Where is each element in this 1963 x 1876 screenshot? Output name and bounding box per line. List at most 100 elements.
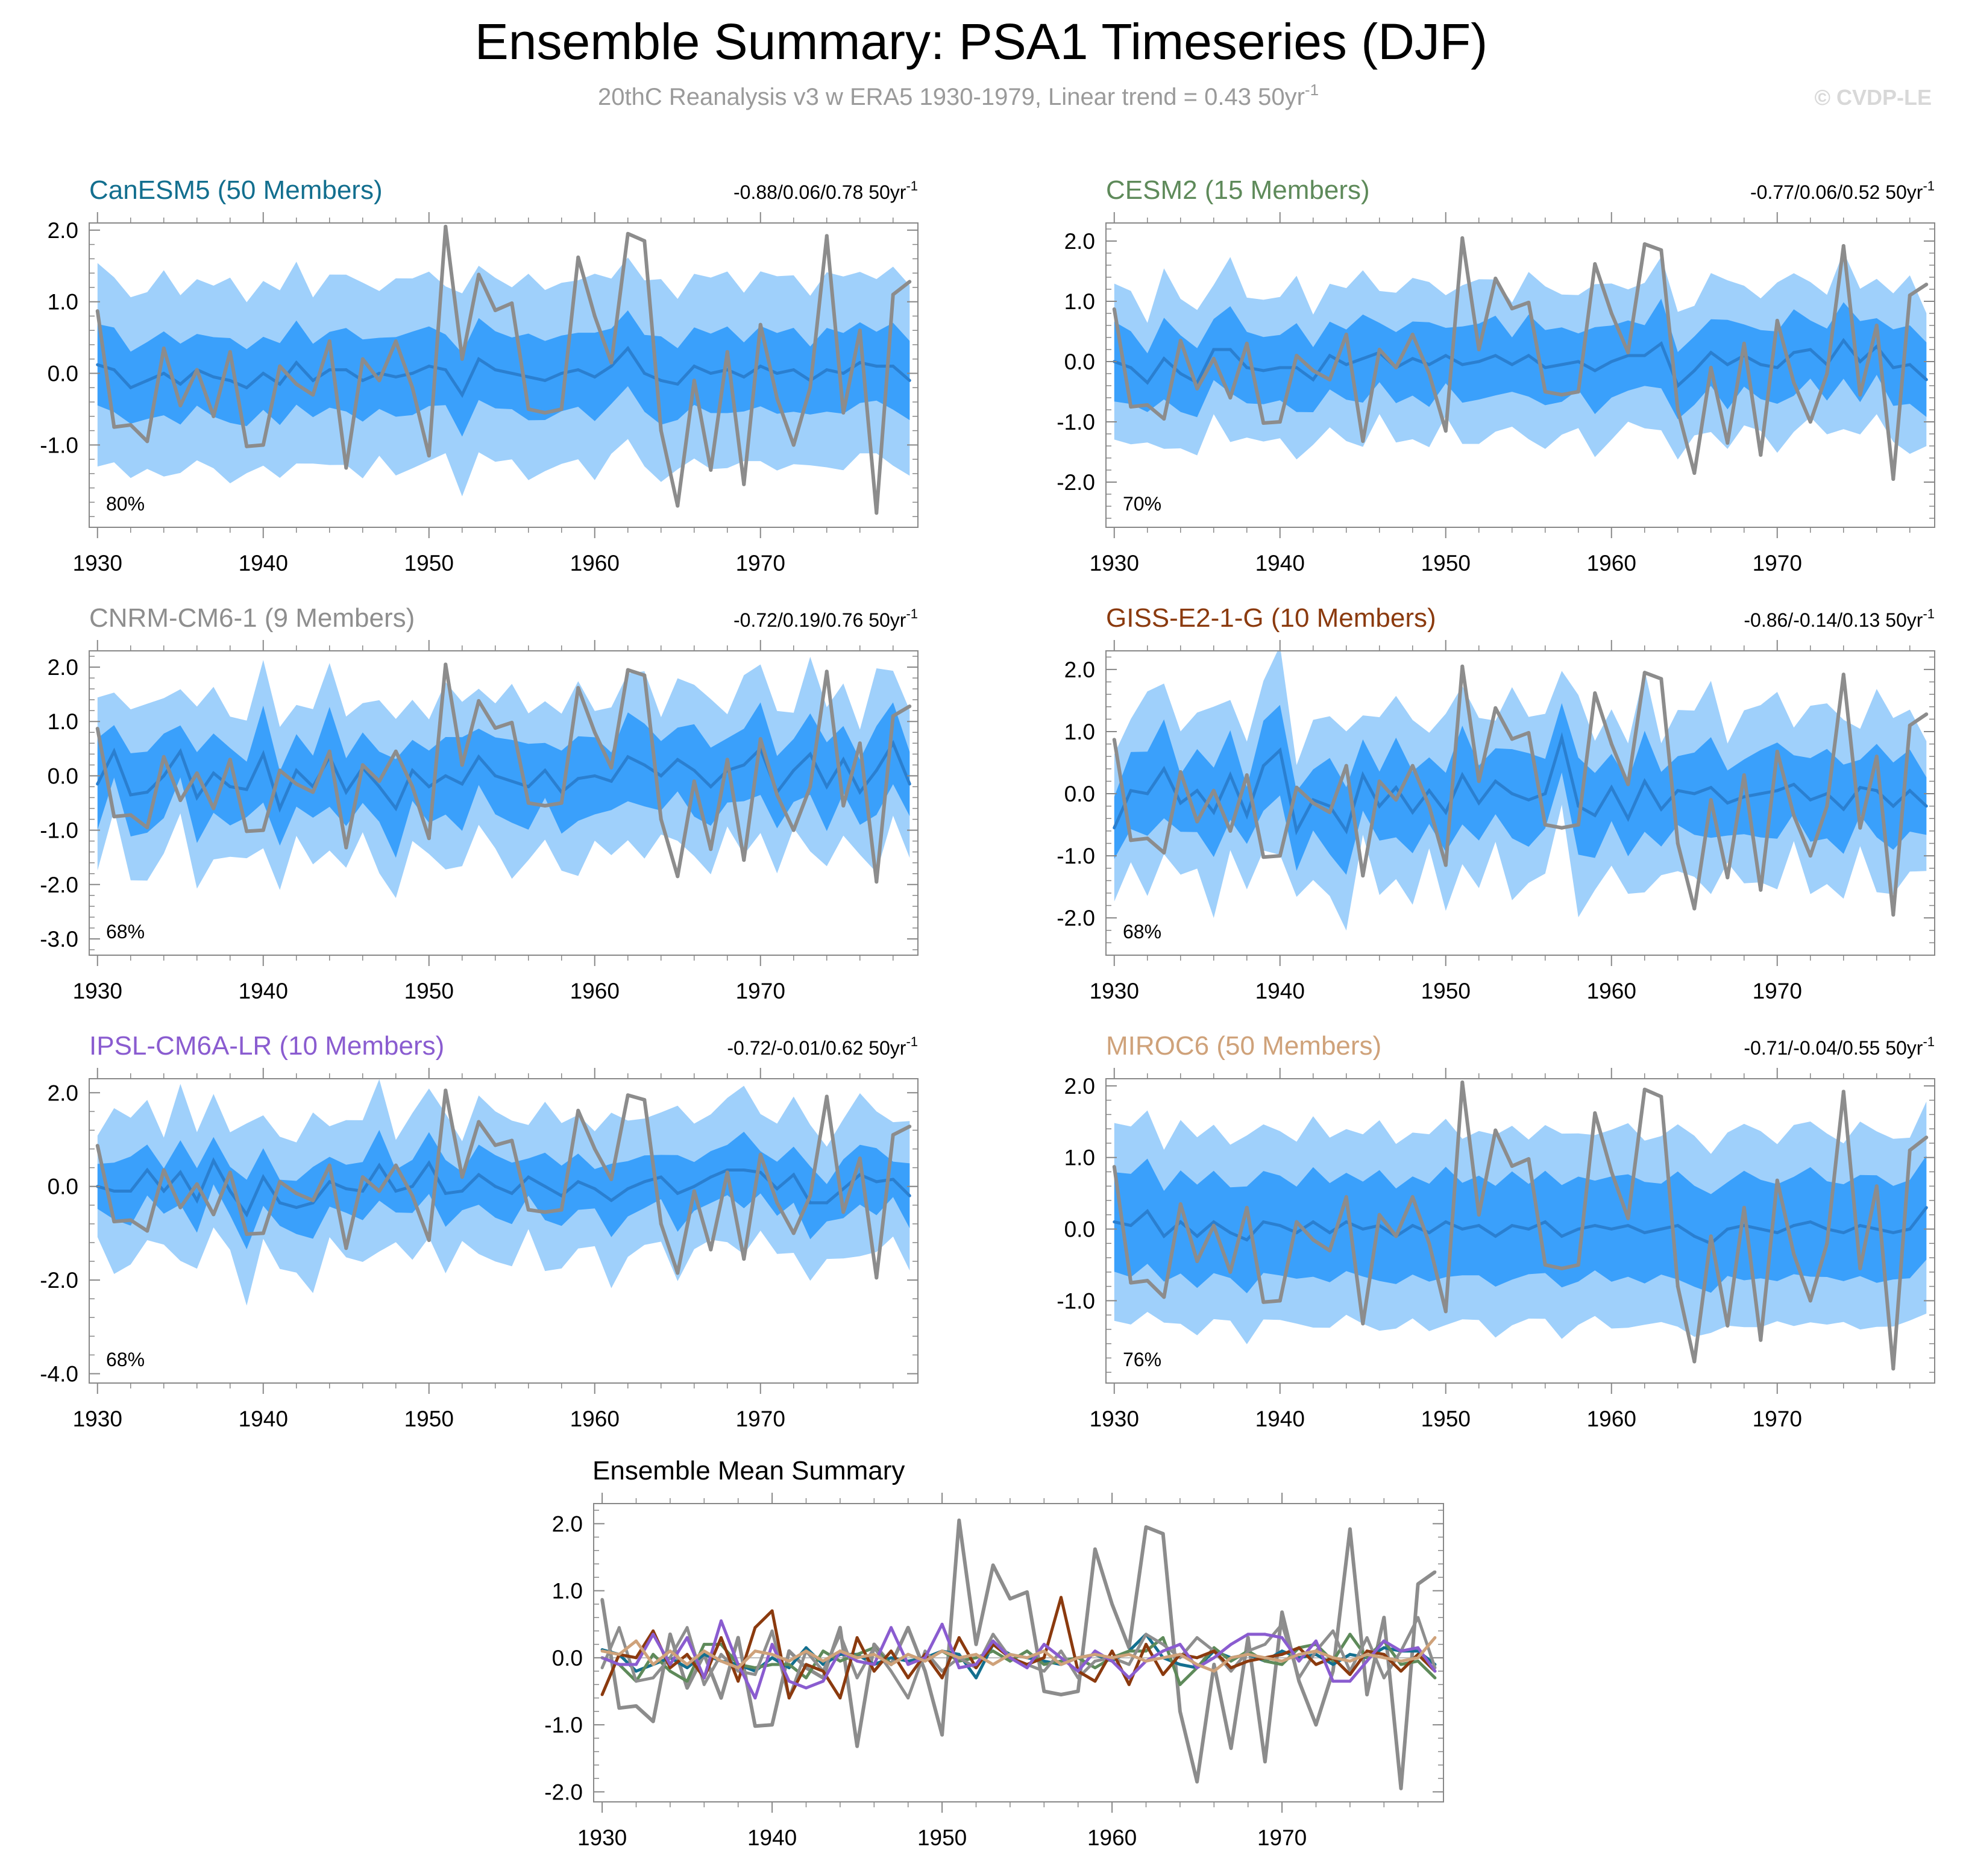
- series-point-cnrm-cm6-1: [753, 1673, 757, 1677]
- ensemble-mean-point: [344, 368, 348, 372]
- series-point-ipsl-cm6a-lr: [805, 1686, 808, 1690]
- y-tick-label: -1.0: [1057, 1288, 1095, 1313]
- series-point-giss-e2-1-g: [1297, 1646, 1301, 1649]
- plot-area: [89, 224, 918, 515]
- observed-line: [1112, 664, 1927, 917]
- ensemble-mean-point: [129, 1189, 133, 1193]
- series-point-cesm2: [855, 1652, 859, 1656]
- observed-point: [908, 704, 912, 708]
- series-point-giss-e2-1-g: [635, 1656, 638, 1660]
- observed-point: [1261, 855, 1266, 859]
- observed-point: [477, 698, 481, 703]
- ensemble-mean-point: [1477, 360, 1481, 363]
- series-point-cesm2: [1008, 1659, 1012, 1663]
- observed-point: [824, 1094, 829, 1099]
- ensemble-mean-point: [1659, 1228, 1663, 1231]
- ensemble-mean-point: [328, 368, 331, 372]
- series-point-miroc6: [821, 1659, 825, 1663]
- series-point-cesm2: [1230, 1659, 1233, 1663]
- observed-point: [1361, 439, 1365, 443]
- ensemble-mean-line: [97, 1157, 911, 1218]
- observed-point: [1891, 1367, 1895, 1371]
- series-point-cesm2: [1145, 1649, 1148, 1653]
- observed-point: [377, 779, 382, 783]
- series-point-cesm2: [1263, 1659, 1267, 1663]
- ensemble-mean-point: [1626, 817, 1630, 820]
- observed-point: [1543, 390, 1547, 394]
- ensemble-mean-point: [1228, 1231, 1232, 1234]
- ensemble-mean-point: [841, 372, 845, 375]
- series-point-miroc6: [1076, 1656, 1080, 1660]
- observed-point: [1576, 1263, 1580, 1267]
- observed-point: [1112, 738, 1116, 742]
- ensemble-mean-point: [278, 1201, 281, 1205]
- observed-point: [1328, 810, 1332, 814]
- series-point-ipsl-cm6a-lr: [1297, 1659, 1301, 1663]
- observed-point: [195, 368, 199, 372]
- ensemble-mean-point: [576, 777, 580, 780]
- series-point-giss-e2-1-g: [720, 1636, 723, 1639]
- observed-point: [758, 737, 762, 741]
- observed-point: [1841, 1090, 1845, 1094]
- ensemble-mean-point: [1593, 814, 1597, 817]
- observed-point: [709, 1247, 713, 1252]
- ensemble-mean-point: [1643, 354, 1647, 357]
- series-point-ipsl-cm6a-lr: [872, 1663, 876, 1666]
- ensemble-mean-point: [195, 795, 199, 799]
- x-tick-label: 1970: [736, 1407, 785, 1431]
- observed-point: [1808, 854, 1812, 858]
- observed-point: [824, 670, 829, 674]
- ensemble-mean-point: [195, 1199, 199, 1202]
- ensemble-mean-point: [593, 774, 597, 777]
- percent-label: 68%: [106, 921, 145, 943]
- ensemble-mean-point: [1527, 1228, 1530, 1231]
- series-point-miroc6: [1382, 1656, 1386, 1660]
- observed-point: [526, 1208, 530, 1212]
- series-point-observations: [1060, 1693, 1063, 1696]
- ensemble-mean-point: [1278, 748, 1282, 752]
- trend-label-text: -0.72/0.19/0.76 50yr: [733, 609, 906, 631]
- observed-point: [1626, 1216, 1630, 1220]
- series-point-cesm2: [1399, 1663, 1402, 1666]
- panel-miroc6: MIROC6 (50 Members) -0.71/-0.04/0.55 50yr…: [1057, 1031, 1935, 1431]
- x-tick-label: 1930: [1090, 1407, 1139, 1431]
- x-tick-label: 1970: [736, 551, 785, 576]
- observed-point: [1427, 372, 1431, 375]
- y-tick-label: -2.0: [544, 1780, 583, 1804]
- series-point-miroc6: [652, 1663, 655, 1666]
- observed-point: [1659, 248, 1663, 252]
- x-tick-label: 1930: [577, 1825, 627, 1850]
- ensemble-mean-point: [858, 361, 862, 365]
- ensemble-mean-point: [1726, 363, 1729, 366]
- series-point-observations: [1331, 1669, 1335, 1673]
- series-point-canesm5: [770, 1656, 774, 1660]
- observed-point: [1195, 387, 1199, 391]
- ensemble-mean-point: [410, 372, 414, 375]
- ensemble-mean-point: [1278, 1224, 1282, 1228]
- y-tick-label: -4.0: [40, 1361, 78, 1386]
- series-point-cnrm-cm6-1: [1331, 1629, 1335, 1633]
- series-point-observations: [770, 1723, 774, 1727]
- y-tick-label: 0.0: [1064, 782, 1095, 806]
- ensemble-mean-point: [344, 1187, 348, 1191]
- observed-point: [642, 239, 647, 243]
- panel-title: MIROC6 (50 Members): [1106, 1031, 1381, 1061]
- ensemble-mean-point: [1676, 1224, 1680, 1228]
- ensemble-mean-point: [676, 382, 679, 386]
- series-point-cnrm-cm6-1: [617, 1626, 621, 1630]
- series-point-miroc6: [1110, 1656, 1114, 1660]
- ensemble-mean-point: [825, 785, 829, 788]
- series-point-giss-e2-1-g: [1246, 1659, 1250, 1663]
- observed-point: [1261, 1300, 1266, 1304]
- observed-point: [261, 443, 265, 447]
- ensemble-mean-point: [1510, 363, 1514, 366]
- plot-area: [1106, 236, 1935, 481]
- series-point-giss-e2-1-g: [1093, 1680, 1097, 1683]
- series-point-miroc6: [1331, 1656, 1335, 1660]
- series-point-ipsl-cm6a-lr: [1212, 1656, 1216, 1660]
- inner-spread-band: [1114, 1155, 1927, 1293]
- y-tick-label: -2.0: [1057, 906, 1095, 930]
- observed-point: [493, 308, 497, 312]
- series-point-canesm5: [787, 1666, 791, 1670]
- observed-point: [543, 1210, 547, 1214]
